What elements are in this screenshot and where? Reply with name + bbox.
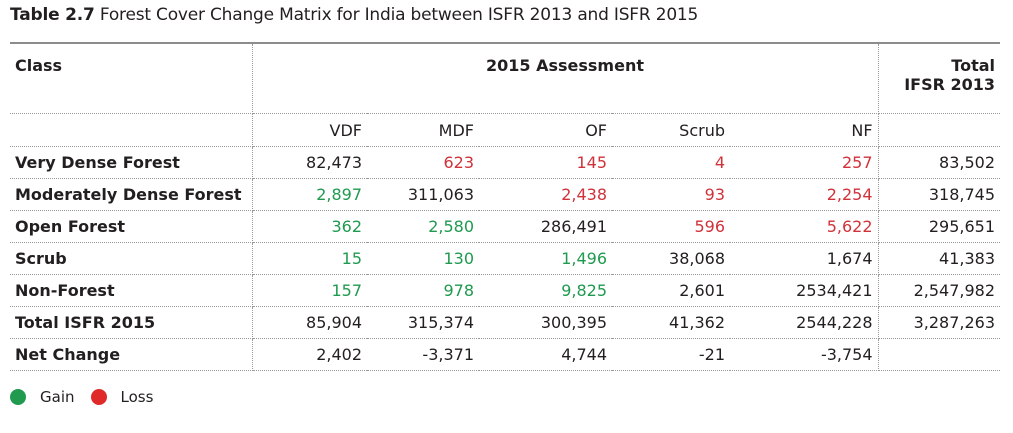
table-cell: 2,580: [367, 210, 479, 243]
row-label: Moderately Dense Forest: [10, 178, 253, 211]
sub-header-blank: [10, 113, 253, 147]
total-header-line1: Total: [951, 56, 996, 75]
loss-dot-icon: [90, 389, 107, 405]
table-cell: -3,754: [730, 338, 879, 371]
table-number: Table 2.7: [10, 5, 95, 25]
table-row: Non-Forest 157 978 9,825 2,601 2534,421 2,547,…: [10, 274, 1001, 307]
table-cell: 85,904: [252, 306, 367, 339]
table-cell: 41,362: [612, 306, 730, 339]
legend: Gain Loss: [10, 388, 169, 406]
table-caption: Table 2.7 Forest Cover Change Matrix for…: [10, 5, 698, 25]
row-label: Scrub: [10, 242, 253, 275]
row-total: 83,502: [878, 146, 1001, 179]
sub-header-total-blank: [878, 113, 1001, 147]
sub-header-vdf: VDF: [252, 113, 367, 147]
table-cell: -21: [612, 338, 730, 371]
row-label: Net Change: [10, 338, 253, 371]
table-cell: 286,491: [479, 210, 612, 243]
table-cell: 2544,228: [730, 306, 879, 339]
table-cell: 1,496: [479, 242, 612, 275]
table-cell: 2,402: [252, 338, 367, 371]
table-cell: 1,674: [730, 242, 879, 275]
header-row-primary: Class 2015 Assessment Total IFSR 2013: [10, 43, 1001, 114]
table-cell: 257: [730, 146, 879, 179]
row-label: Open Forest: [10, 210, 253, 243]
row-total: 318,745: [878, 178, 1001, 211]
row-total: 3,287,263: [878, 306, 1001, 339]
table-cell: 4: [612, 146, 730, 179]
table-cell: 300,395: [479, 306, 612, 339]
row-total: 2,547,982: [878, 274, 1001, 307]
table-cell: 2,897: [252, 178, 367, 211]
table-cell: 2,601: [612, 274, 730, 307]
row-total: [878, 338, 1001, 371]
sub-header-of: OF: [479, 113, 612, 147]
table-cell: 2534,421: [730, 274, 879, 307]
table-cell: 623: [367, 146, 479, 179]
table-cell: 362: [252, 210, 367, 243]
table-cell: 9,825: [479, 274, 612, 307]
total-header-line2: IFSR 2013: [904, 75, 996, 94]
forest-cover-change-matrix: Class 2015 Assessment Total IFSR 2013 VD…: [10, 42, 1001, 371]
table-cell: 4,744: [479, 338, 612, 371]
table-row: Net Change 2,402 -3,371 4,744 -21 -3,754: [10, 338, 1001, 371]
sub-header-nf: NF: [730, 113, 879, 147]
table-cell: 2,254: [730, 178, 879, 211]
table-row: Very Dense Forest 82,473 623 145 4 257 83,502: [10, 146, 1001, 179]
table-cell: 5,622: [730, 210, 879, 243]
row-total: 41,383: [878, 242, 1001, 275]
row-label: Total ISFR 2015: [10, 306, 253, 339]
table-row: Total ISFR 2015 85,904 315,374 300,395 41,36…: [10, 306, 1001, 339]
header-row-sub: VDF MDF OF Scrub NF: [10, 113, 1001, 147]
table-cell: 311,063: [367, 178, 479, 211]
table-row: Open Forest 362 2,580 286,491 596 5,622 295,65…: [10, 210, 1001, 243]
row-label: Very Dense Forest: [10, 146, 253, 179]
table-cell: -3,371: [367, 338, 479, 371]
gain-dot-icon: [10, 389, 26, 405]
total-header: Total IFSR 2013: [878, 43, 1001, 114]
table-row: Moderately Dense Forest 2,897 311,063 2,438…: [10, 178, 1001, 211]
table-cell: 82,473: [252, 146, 367, 179]
gain-label: Gain: [40, 388, 75, 406]
table-cell: 315,374: [367, 306, 479, 339]
table-row: Scrub 15 130 1,496 38,068 1,674 41,383: [10, 242, 1001, 275]
table-cell: 596: [612, 210, 730, 243]
table-cell: 145: [479, 146, 612, 179]
sub-header-scrub: Scrub: [612, 113, 730, 147]
table-cell: 38,068: [612, 242, 730, 275]
class-header: Class: [10, 43, 253, 114]
table-cell: 157: [252, 274, 367, 307]
table-cell: 15: [252, 242, 367, 275]
loss-label: Loss: [120, 388, 154, 406]
table-title: Forest Cover Change Matrix for India bet…: [99, 5, 699, 25]
table-cell: 93: [612, 178, 730, 211]
assessment-header: 2015 Assessment: [252, 43, 879, 114]
table-cell: 2,438: [479, 178, 612, 211]
row-label: Non-Forest: [10, 274, 253, 307]
row-total: 295,651: [878, 210, 1001, 243]
table-cell: 978: [367, 274, 479, 307]
sub-header-mdf: MDF: [367, 113, 479, 147]
table-cell: 130: [367, 242, 479, 275]
